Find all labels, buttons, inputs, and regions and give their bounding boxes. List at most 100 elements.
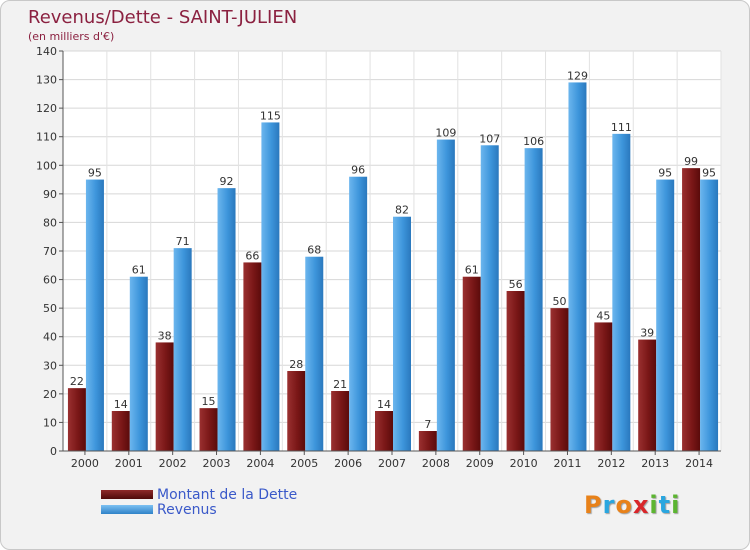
data-label-revenus: 95 (658, 167, 672, 180)
y-tick-label: 10 (43, 416, 57, 429)
x-tick-label: 2005 (290, 457, 318, 470)
bar-dette (287, 371, 306, 451)
bar-revenus (217, 188, 236, 451)
legend-label-dette: Montant de la Dette (157, 486, 298, 503)
bar-revenus (305, 256, 324, 451)
y-tick-label: 60 (43, 274, 57, 287)
bar-dette (111, 411, 130, 451)
data-label-dette: 22 (70, 375, 84, 388)
bar-revenus (436, 139, 455, 452)
data-label-revenus: 92 (220, 175, 234, 188)
chart-subtitle: (en milliers d'€) (28, 30, 115, 43)
data-label-revenus: 82 (395, 204, 409, 217)
proxiti-logo: Proxiti (584, 491, 680, 519)
bar-dette (375, 411, 393, 451)
data-label-revenus: 106 (523, 135, 544, 148)
data-label-dette: 39 (640, 327, 654, 340)
y-tick-label: 80 (43, 216, 57, 229)
bars-layer (67, 82, 719, 452)
bar-dette (550, 308, 569, 451)
bar-dette (331, 391, 350, 451)
y-tick-label: 40 (43, 331, 57, 344)
data-label-revenus: 71 (176, 235, 190, 248)
y-tick-label: 20 (43, 388, 57, 401)
bar-revenus (393, 216, 411, 451)
x-tick-label: 2011 (553, 457, 581, 470)
legend-label-revenus: Revenus (157, 501, 217, 518)
data-label-revenus: 95 (702, 167, 716, 180)
labels-layer: 22 95 14 61 38 71 15 92 66 115 28 68 21 96 14 82 7 109 61 1… (70, 69, 716, 431)
y-tick-label: 110 (36, 131, 57, 144)
data-label-dette: 56 (509, 278, 523, 291)
bar-revenus (261, 122, 280, 451)
bar-dette (506, 291, 525, 451)
y-tick-label: 140 (36, 45, 57, 58)
data-label-dette: 38 (158, 329, 172, 342)
logo-letter: o (615, 491, 633, 519)
data-label-revenus: 111 (611, 121, 632, 134)
x-tick-label: 2007 (378, 457, 406, 470)
x-tick-label: 2012 (597, 457, 625, 470)
bar-revenus (568, 82, 587, 451)
bar-revenus (349, 176, 368, 451)
y-tick-label: 90 (43, 188, 57, 201)
logo-letter: i (649, 491, 659, 519)
x-tick-label: 2006 (334, 457, 362, 470)
bar-revenus (656, 179, 675, 452)
data-label-revenus: 96 (351, 164, 365, 177)
legend-swatch-dette (101, 490, 153, 499)
logo-letter: x (632, 491, 650, 519)
bar-revenus (129, 276, 148, 451)
bar-dette (243, 262, 262, 451)
bar-revenus (480, 145, 499, 452)
data-label-revenus: 107 (479, 132, 500, 145)
axis-layer: 0 10 20 30 40 50 60 70 80 90 100 110 120 130 140 2000 20… (36, 45, 721, 470)
legend-item-revenus: Revenus (101, 501, 297, 518)
bar-revenus (173, 248, 192, 451)
data-label-dette: 66 (245, 249, 259, 262)
x-tick-label: 2000 (71, 457, 99, 470)
bar-dette (155, 342, 174, 451)
bar-dette (418, 431, 437, 451)
y-tick-label: 70 (43, 245, 57, 258)
bar-dette (462, 276, 481, 451)
data-label-revenus: 129 (567, 69, 588, 82)
y-tick-label: 30 (43, 359, 57, 372)
x-tick-label: 2013 (641, 457, 669, 470)
bar-dette (594, 322, 613, 451)
data-label-dette: 7 (424, 418, 431, 431)
logo-letter: r (602, 491, 616, 519)
data-label-revenus: 95 (88, 167, 102, 180)
x-tick-label: 2001 (115, 457, 143, 470)
data-label-dette: 15 (202, 395, 216, 408)
logo-letter: i (671, 491, 681, 519)
x-tick-label: 2004 (246, 457, 274, 470)
y-tick-label: 50 (43, 302, 57, 315)
data-label-dette: 14 (377, 398, 391, 411)
x-tick-label: 2002 (159, 457, 187, 470)
bar-revenus (612, 133, 631, 451)
data-label-dette: 14 (114, 398, 128, 411)
data-label-revenus: 115 (260, 109, 281, 122)
bar-dette (199, 408, 218, 451)
x-tick-label: 2010 (510, 457, 538, 470)
y-tick-label: 130 (36, 74, 57, 87)
data-label-revenus: 109 (435, 127, 456, 140)
data-label-dette: 61 (465, 264, 479, 277)
bar-dette (638, 339, 657, 451)
data-label-dette: 21 (333, 378, 347, 391)
legend: Montant de la Dette Revenus (101, 486, 298, 518)
legend-swatch-revenus (101, 505, 153, 514)
data-label-revenus: 68 (307, 244, 321, 257)
data-label-dette: 45 (596, 309, 610, 322)
y-tick-label: 0 (50, 445, 57, 458)
logo-letter: t (658, 491, 672, 519)
x-tick-label: 2014 (685, 457, 713, 470)
data-label-dette: 50 (552, 295, 566, 308)
x-tick-label: 2008 (422, 457, 450, 470)
bar-revenus (524, 148, 543, 451)
data-label-dette: 28 (289, 358, 303, 371)
bar-revenus (85, 179, 104, 452)
bar-revenus (700, 179, 719, 452)
